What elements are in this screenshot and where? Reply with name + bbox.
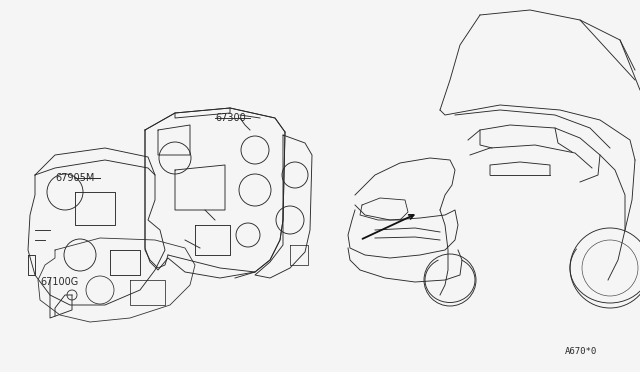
Text: A670*0: A670*0 [565, 347, 597, 356]
Text: 67300: 67300 [215, 113, 246, 123]
Text: 67100G: 67100G [40, 277, 78, 287]
Text: 67905M: 67905M [55, 173, 94, 183]
